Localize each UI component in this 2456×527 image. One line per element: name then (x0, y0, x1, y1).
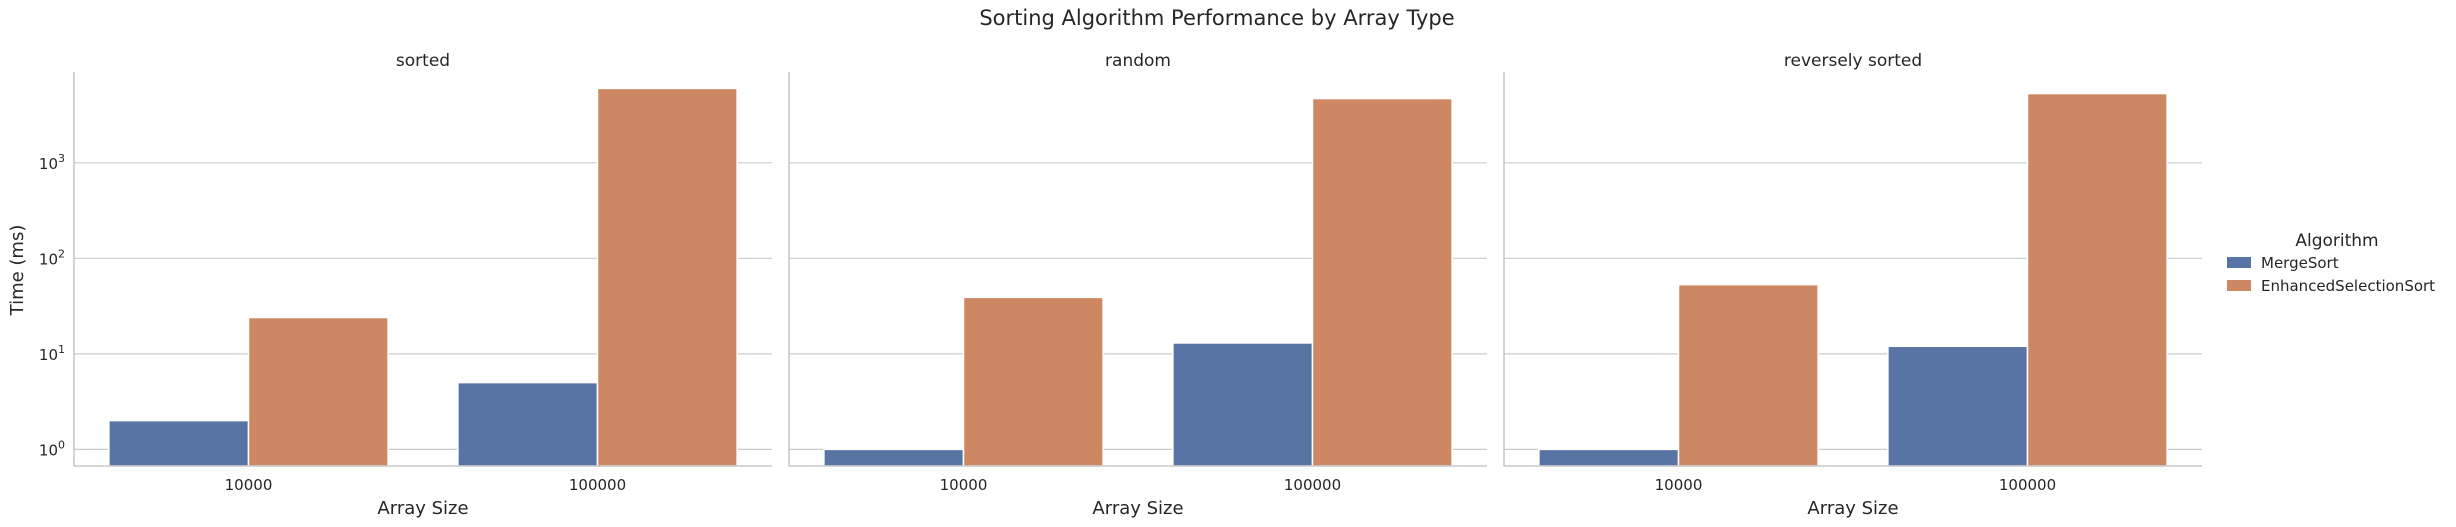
legend: Algorithm MergeSort EnhancedSelectionSort (2227, 231, 2435, 295)
legend-swatch-enhancedselectionsort (2227, 280, 2251, 291)
facet-title: sorted (396, 51, 450, 71)
bar-enhancedselectionsort-10000 (962, 296, 1104, 467)
facet-title: reversely sorted (1784, 51, 1922, 71)
bar-mergesort-10000 (823, 448, 965, 467)
facet-title: random (1105, 51, 1171, 71)
bar-enhancedselectionsort-100000 (1311, 97, 1453, 467)
legend-label: MergeSort (2261, 254, 2339, 272)
facet-0: sorted 10000 100000 Array Size 100 101 102 103 (39, 51, 772, 519)
bar-mergesort-10000 (108, 419, 250, 467)
bar-mergesort-100000 (1172, 342, 1314, 467)
x-tick-label: 100000 (1284, 476, 1341, 494)
facet-2: reversely sorted 10000 100000 Array Size (1503, 51, 2202, 519)
x-tick-label: 100000 (569, 476, 626, 494)
y-tick-label: 100 (39, 438, 65, 459)
facet-1: random 10000 100000 Array Size (788, 51, 1487, 519)
bar-mergesort-10000 (1538, 448, 1680, 467)
x-tick-label: 10000 (1655, 476, 1703, 494)
legend-swatch-mergesort (2227, 257, 2251, 268)
x-tick-label: 100000 (1999, 476, 2056, 494)
x-tick-label: 10000 (940, 476, 988, 494)
bar-enhancedselectionsort-100000 (2026, 92, 2168, 467)
legend-label: EnhancedSelectionSort (2261, 277, 2435, 295)
y-tick-label: 102 (39, 247, 65, 268)
axis-spine (73, 72, 772, 467)
axis-spine (788, 72, 1487, 467)
x-axis-label: Array Size (377, 498, 468, 519)
chart-title: Sorting Algorithm Performance by Array T… (979, 6, 1454, 30)
x-axis-label: Array Size (1807, 498, 1898, 519)
bar-enhancedselectionsort-10000 (247, 316, 389, 467)
bar-mergesort-100000 (457, 381, 599, 467)
x-tick-label: 10000 (225, 476, 273, 494)
bar-enhancedselectionsort-100000 (596, 87, 738, 467)
axis-spine (1503, 72, 2202, 467)
bar-mergesort-100000 (1887, 345, 2029, 467)
y-tick-label: 103 (39, 152, 65, 173)
bar-enhancedselectionsort-10000 (1677, 283, 1819, 467)
y-tick-label: 101 (39, 343, 65, 364)
x-axis-label: Array Size (1092, 498, 1183, 519)
y-axis-label: Time (ms) (7, 225, 28, 317)
legend-title: Algorithm (2295, 231, 2378, 251)
